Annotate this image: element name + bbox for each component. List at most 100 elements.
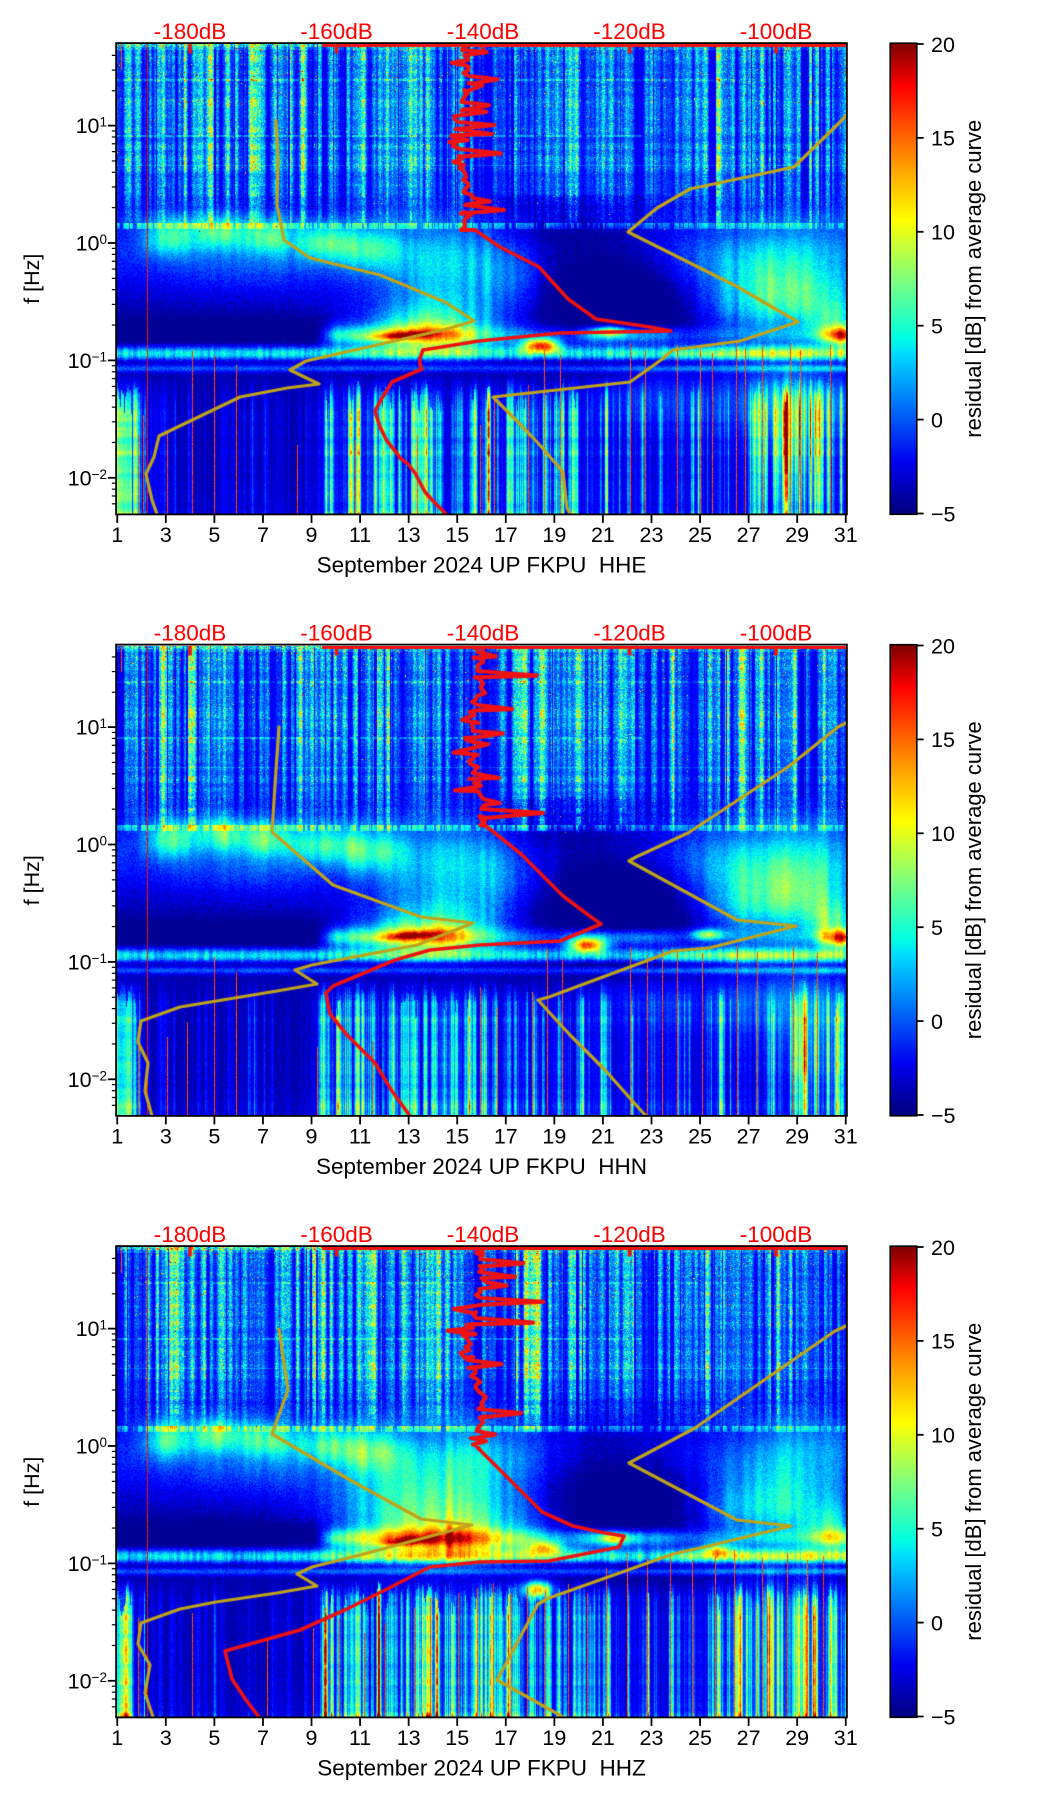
svg-text:10: 10	[931, 221, 955, 245]
svg-text:11: 11	[349, 1125, 371, 1149]
svg-text:10: 10	[931, 822, 955, 846]
svg-text:101: 101	[76, 716, 107, 740]
svg-text:27: 27	[737, 1125, 761, 1149]
svg-text:10−2: 10−2	[68, 1068, 107, 1092]
svg-text:-140dB: -140dB	[447, 621, 520, 646]
svg-text:25: 25	[688, 1726, 712, 1750]
svg-text:-180dB: -180dB	[154, 19, 227, 44]
svg-text:27: 27	[737, 523, 761, 547]
svg-text:19: 19	[542, 1125, 566, 1149]
svg-text:17: 17	[494, 1125, 518, 1149]
svg-text:-100dB: -100dB	[740, 1222, 813, 1247]
svg-text:13: 13	[397, 1125, 421, 1149]
svg-text:17: 17	[494, 523, 518, 547]
svg-text:-120dB: -120dB	[593, 19, 666, 44]
svg-text:5: 5	[208, 1726, 220, 1750]
svg-text:11: 11	[349, 523, 371, 547]
svg-text:0: 0	[931, 1010, 943, 1034]
svg-text:0: 0	[931, 1611, 943, 1635]
svg-text:29: 29	[785, 1125, 809, 1149]
svg-text:29: 29	[785, 523, 809, 547]
svg-text:20: 20	[931, 33, 955, 57]
svg-text:5: 5	[208, 523, 220, 547]
svg-text:100: 100	[76, 1435, 107, 1459]
svg-text:residual [dB] from average cur: residual [dB] from average curve	[961, 1323, 986, 1641]
svg-text:residual [dB] from average cur: residual [dB] from average curve	[961, 721, 986, 1039]
svg-text:f [Hz]: f [Hz]	[20, 254, 44, 304]
svg-text:15: 15	[931, 1330, 955, 1354]
svg-text:1: 1	[111, 1125, 123, 1149]
svg-text:19: 19	[542, 523, 566, 547]
svg-text:23: 23	[640, 523, 664, 547]
svg-text:17: 17	[494, 1726, 518, 1750]
svg-text:September 2024 UP FKPU HHE: September 2024 UP FKPU HHE	[317, 553, 647, 578]
svg-text:-100dB: -100dB	[740, 621, 813, 646]
svg-text:September 2024 UP FKPU HHZ: September 2024 UP FKPU HHZ	[317, 1756, 646, 1781]
svg-text:29: 29	[785, 1726, 809, 1750]
svg-text:100: 100	[76, 232, 107, 256]
svg-text:15: 15	[931, 728, 955, 752]
svg-text:-160dB: -160dB	[300, 621, 373, 646]
svg-text:11: 11	[349, 1726, 371, 1750]
svg-text:f [Hz]: f [Hz]	[20, 1457, 44, 1507]
svg-text:100: 100	[76, 833, 107, 857]
svg-text:20: 20	[931, 634, 955, 658]
svg-text:21: 21	[591, 523, 615, 547]
svg-text:September 2024 UP FKPU HHN: September 2024 UP FKPU HHN	[316, 1154, 647, 1179]
svg-text:15: 15	[931, 127, 955, 151]
svg-text:25: 25	[688, 523, 712, 547]
svg-text:1: 1	[111, 1726, 123, 1750]
svg-text:-120dB: -120dB	[593, 1222, 666, 1247]
svg-text:23: 23	[640, 1726, 664, 1750]
svg-text:3: 3	[160, 1125, 172, 1149]
svg-text:27: 27	[737, 1726, 761, 1750]
svg-text:-180dB: -180dB	[154, 1222, 227, 1247]
svg-text:13: 13	[397, 523, 421, 547]
svg-text:9: 9	[306, 1726, 318, 1750]
svg-text:-160dB: -160dB	[300, 1222, 373, 1247]
svg-text:3: 3	[160, 523, 172, 547]
svg-text:13: 13	[397, 1726, 421, 1750]
svg-text:−5: −5	[931, 1104, 956, 1128]
svg-text:101: 101	[76, 1317, 107, 1341]
svg-text:−5: −5	[931, 502, 956, 526]
svg-text:5: 5	[931, 916, 943, 940]
svg-text:25: 25	[688, 1125, 712, 1149]
svg-text:1: 1	[111, 523, 123, 547]
svg-text:10: 10	[931, 1424, 955, 1448]
svg-text:5: 5	[208, 1125, 220, 1149]
svg-text:-100dB: -100dB	[740, 19, 813, 44]
svg-text:101: 101	[76, 114, 107, 138]
svg-text:-140dB: -140dB	[447, 19, 520, 44]
svg-text:10−1: 10−1	[68, 951, 107, 975]
svg-text:-160dB: -160dB	[300, 19, 373, 44]
svg-text:9: 9	[306, 1125, 318, 1149]
svg-text:0: 0	[931, 408, 943, 432]
svg-text:31: 31	[834, 1726, 858, 1750]
svg-text:23: 23	[640, 1125, 664, 1149]
svg-text:10−2: 10−2	[68, 466, 107, 490]
svg-text:15: 15	[445, 1726, 469, 1750]
svg-text:31: 31	[834, 1125, 858, 1149]
svg-text:residual [dB] from average cur: residual [dB] from average curve	[961, 120, 986, 438]
svg-text:10−2: 10−2	[68, 1669, 107, 1693]
svg-text:f [Hz]: f [Hz]	[20, 855, 44, 905]
svg-text:7: 7	[257, 1726, 269, 1750]
svg-text:3: 3	[160, 1726, 172, 1750]
svg-text:19: 19	[542, 1726, 566, 1750]
svg-text:5: 5	[931, 315, 943, 339]
svg-text:-120dB: -120dB	[593, 621, 666, 646]
svg-text:-180dB: -180dB	[154, 621, 227, 646]
svg-text:5: 5	[931, 1518, 943, 1542]
svg-text:9: 9	[306, 523, 318, 547]
svg-text:7: 7	[257, 1125, 269, 1149]
svg-text:7: 7	[257, 523, 269, 547]
svg-text:15: 15	[445, 1125, 469, 1149]
svg-text:10−1: 10−1	[68, 1552, 107, 1576]
svg-text:21: 21	[591, 1125, 615, 1149]
svg-text:10−1: 10−1	[68, 349, 107, 373]
svg-text:21: 21	[591, 1726, 615, 1750]
svg-text:−5: −5	[931, 1705, 956, 1729]
svg-text:31: 31	[834, 523, 858, 547]
svg-text:15: 15	[445, 523, 469, 547]
